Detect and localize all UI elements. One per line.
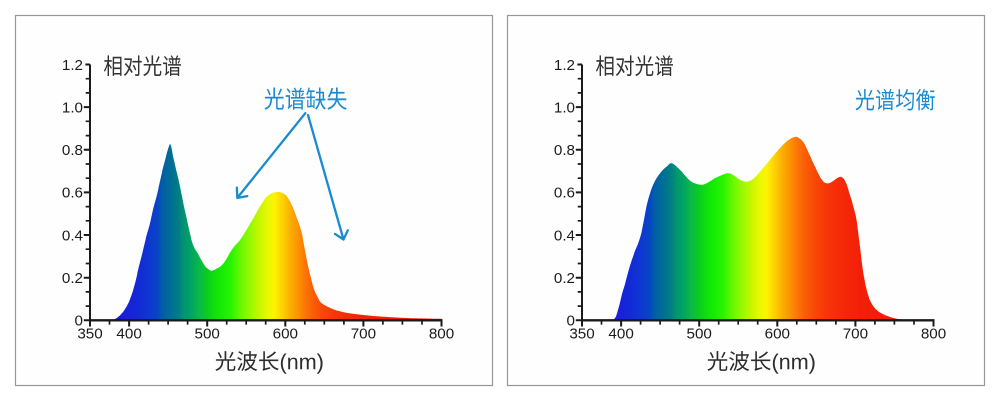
svg-text:600: 600 <box>273 326 298 343</box>
svg-text:350: 350 <box>569 326 594 343</box>
svg-text:700: 700 <box>843 326 868 343</box>
svg-text:1.0: 1.0 <box>554 99 575 116</box>
svg-text:1.2: 1.2 <box>62 57 83 74</box>
svg-text:0.2: 0.2 <box>62 270 83 287</box>
svg-text:0.2: 0.2 <box>554 270 575 287</box>
svg-text:350: 350 <box>77 326 102 343</box>
svg-text:0.8: 0.8 <box>554 142 575 159</box>
svg-text:700: 700 <box>351 326 376 343</box>
svg-text:600: 600 <box>765 326 790 343</box>
svg-text:800: 800 <box>429 326 454 343</box>
svg-text:0: 0 <box>75 313 83 330</box>
svg-text:800: 800 <box>921 326 946 343</box>
svg-text:0.8: 0.8 <box>62 142 83 159</box>
svg-text:400: 400 <box>116 326 141 343</box>
svg-text:1.2: 1.2 <box>554 57 575 74</box>
svg-text:500: 500 <box>687 326 712 343</box>
svg-text:0: 0 <box>567 313 575 330</box>
svg-text:0.4: 0.4 <box>554 227 575 244</box>
svg-text:1.0: 1.0 <box>62 99 83 116</box>
svg-text:0.6: 0.6 <box>62 185 83 202</box>
svg-text:500: 500 <box>195 326 220 343</box>
svg-text:0.4: 0.4 <box>62 227 83 244</box>
svg-text:400: 400 <box>608 326 633 343</box>
svg-text:0.6: 0.6 <box>554 185 575 202</box>
